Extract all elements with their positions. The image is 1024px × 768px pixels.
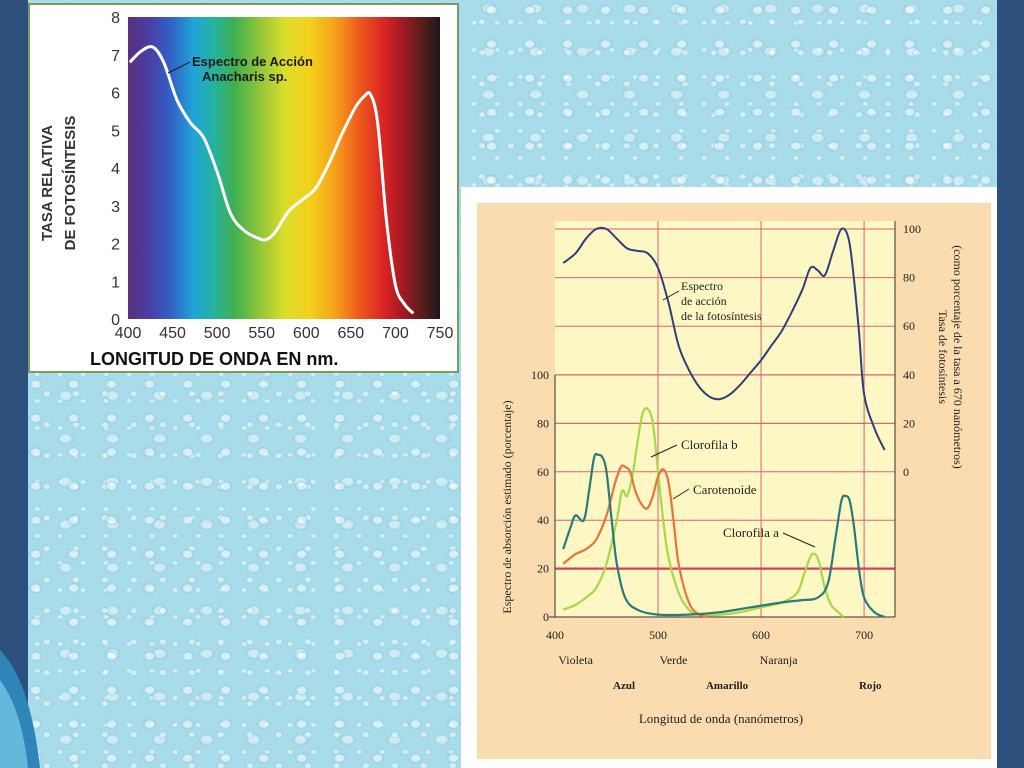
absorption-spectrum-chart: 0 20 40 60 80 100 0 20 40 60 80 100 400 500 600 700 V… [477,203,991,759]
action-spectrum-panel: 0 1 2 3 4 5 6 7 8 400 450 500 550 600 650 700 750 Espec… [28,3,459,373]
plot-area [555,221,895,617]
x-tick-label: 600 [752,628,770,642]
annotation-clorofila-b: Clorofila b [681,437,738,452]
y-tick-label: 8 [111,10,120,27]
carotenoide-curve [562,464,710,619]
color-band-label: Amarillo [706,680,749,692]
y-tick-label: 2 [111,237,120,254]
pointer-carotenoide [672,488,690,500]
y-axis-label-line2: DE FOTOSÍNTESIS [62,116,79,251]
action-spectrum-chart: 0 1 2 3 4 5 6 7 8 400 450 500 550 600 650 700 750 Espec… [39,10,454,369]
x-tick-label: 700 [855,628,873,642]
annotation-clorofila-a: Clorofila a [723,525,779,540]
y-axis-label-right-line2: (como porcentaje de la tasa a 670 nanóme… [951,245,965,469]
x-tick-label: 500 [204,325,231,342]
left-tick-label: 60 [537,465,549,479]
x-tick-label: 400 [115,325,142,342]
pointer-clorofila-a [782,532,816,548]
right-tick-label: 40 [903,368,915,382]
right-tick-label: 0 [903,465,909,479]
color-band-label: Naranja [760,653,799,667]
legend-label-line1: Espectro de Acción [192,54,313,69]
color-band-label: Azul [613,680,635,692]
legend-label-line2: Anacharis sp. [202,69,287,84]
color-band-label: Verde [659,653,687,667]
action-spectrum-curve [562,226,886,451]
color-band-label: Rojo [859,680,882,692]
legend-pointer [167,61,191,74]
x-tick-label: 450 [159,325,186,342]
y-tick-label: 1 [111,274,120,291]
x-tick-label: 750 [427,325,454,342]
y-tick-label: 6 [111,86,120,103]
annotation-action-spectrum-1: Espectro [681,279,723,293]
action-spectrum-curve [128,45,415,315]
y-tick-label: 5 [111,123,120,140]
right-tick-label: 60 [903,319,915,333]
pointer-action-spectrum [662,290,680,301]
right-tick-label: 100 [903,222,921,236]
x-tick-label: 650 [338,325,365,342]
left-tick-label: 100 [531,368,549,382]
clorofila-a-curve [562,452,886,619]
y-tick-label: 4 [111,161,120,178]
left-tick-label: 80 [537,416,549,430]
y-tick-label: 0 [111,312,120,329]
left-tick-label: 40 [537,513,549,527]
clorofila-b-curve [562,407,845,618]
y-axis-label-left: Espectro de absorción estimado (porcenta… [500,400,514,613]
x-tick-label: 500 [649,628,667,642]
right-tick-label: 20 [903,416,915,430]
y-axis-label-line1: TASA RELATIVA [39,125,56,241]
slide-corner-swoosh [0,650,40,768]
right-tick-label: 80 [903,271,915,285]
left-tick-label: 20 [537,562,549,576]
annotation-action-spectrum-3: de la fotosíntesis [681,309,762,323]
left-tick-label: 0 [543,610,549,624]
y-axis-label-right-line1: Tasa de fotosíntesis [936,310,950,404]
color-band-label: Violeta [558,653,593,667]
x-tick-label: 400 [546,628,564,642]
pointer-clorofila-b [650,444,678,458]
x-axis-label: LONGITUD DE ONDA EN nm. [90,349,338,369]
x-tick-label: 700 [382,325,409,342]
absorption-spectrum-panel: 0 20 40 60 80 100 0 20 40 60 80 100 400 500 600 700 V… [461,187,997,768]
x-tick-label: 550 [248,325,275,342]
annotation-carotenoide: Carotenoide [693,482,757,497]
x-axis-label: Longitud de onda (nanómetros) [639,711,803,726]
x-tick-label: 600 [293,325,320,342]
y-tick-label: 7 [111,48,120,65]
annotation-action-spectrum-2: de acción [681,294,727,308]
y-tick-label: 3 [111,199,120,216]
